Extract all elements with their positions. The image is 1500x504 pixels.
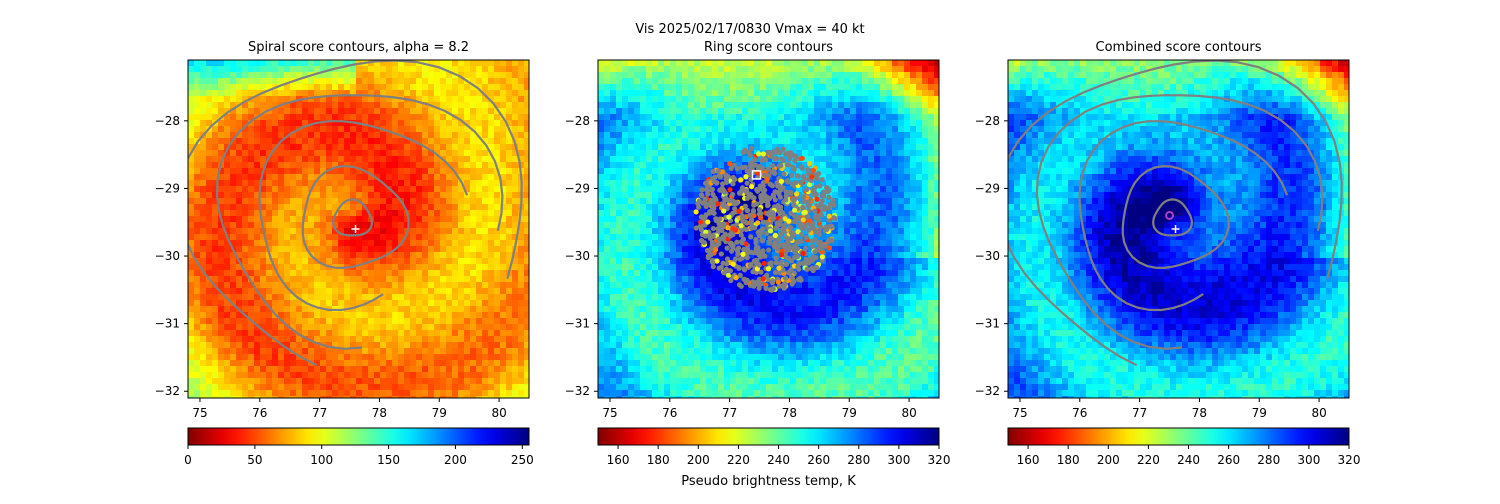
- y-tick-label: −28: [975, 114, 1000, 128]
- panel-1-title: Spiral score contours, alpha = 8.2: [248, 40, 469, 55]
- panel-2-heatmap: [598, 60, 940, 402]
- colorbar-tick-label: 180: [1057, 453, 1080, 467]
- x-tick-label: 78: [372, 406, 387, 420]
- x-tick-label: 78: [1192, 406, 1207, 420]
- colorbar-tick-label: 200: [1097, 453, 1120, 467]
- panel-2-title: Ring score contours: [704, 40, 833, 55]
- colorbar-tick-label: 280: [1257, 453, 1280, 467]
- colorbar-tick-label: 150: [377, 453, 400, 467]
- x-tick-label: 77: [722, 406, 737, 420]
- x-tick-label: 77: [1132, 406, 1147, 420]
- colorbar-label: Pseudo brightness temp, K: [681, 474, 856, 489]
- y-tick-label: −31: [565, 317, 590, 331]
- colorbar-tick-label: 300: [887, 453, 910, 467]
- colorbar-tick-label: 200: [444, 453, 467, 467]
- x-tick-label: 79: [842, 406, 857, 420]
- x-tick-label: 79: [1252, 406, 1267, 420]
- x-tick-label: 75: [602, 406, 617, 420]
- x-tick-label: 76: [1072, 406, 1087, 420]
- colorbar-tick-label: 220: [1137, 453, 1160, 467]
- x-tick-label: 80: [901, 406, 916, 420]
- colorbar-tick-label: 320: [928, 453, 951, 467]
- y-tick-label: −29: [975, 181, 1000, 195]
- x-tick-label: 77: [312, 406, 327, 420]
- colorbar-tick-label: 250: [511, 453, 534, 467]
- colorbar-tick-label: 320: [1338, 453, 1361, 467]
- y-tick-label: −32: [155, 384, 180, 398]
- x-tick-label: 79: [432, 406, 447, 420]
- colorbar-tick-label: 160: [1017, 453, 1040, 467]
- figure-suptitle: Vis 2025/02/17/0830 Vmax = 40 kt: [0, 22, 1500, 37]
- colorbar-tick-label: 100: [310, 453, 333, 467]
- x-tick-label: 78: [782, 406, 797, 420]
- y-tick-label: −31: [155, 317, 180, 331]
- y-tick-label: −32: [975, 384, 1000, 398]
- colorbar-tick-label: 50: [247, 453, 262, 467]
- panel-1-heatmap: [178, 60, 530, 402]
- x-tick-label: 76: [662, 406, 677, 420]
- panel-3-title: Combined score contours: [1096, 40, 1262, 55]
- colorbar-tick-label: 260: [1217, 453, 1240, 467]
- colorbar-tick-label: 240: [1177, 453, 1200, 467]
- colorbar-tick-label: 220: [727, 453, 750, 467]
- colorbar-tick-label: 0: [184, 453, 192, 467]
- x-tick-label: 75: [1012, 406, 1027, 420]
- y-tick-label: −29: [565, 181, 590, 195]
- colorbar-tick-label: 200: [687, 453, 710, 467]
- colorbar-tick-label: 180: [647, 453, 670, 467]
- y-tick-label: −30: [565, 249, 590, 263]
- y-tick-label: −32: [565, 384, 590, 398]
- y-tick-label: −31: [975, 317, 1000, 331]
- y-tick-label: −29: [155, 181, 180, 195]
- y-tick-label: −28: [155, 114, 180, 128]
- x-tick-label: 80: [491, 406, 506, 420]
- colorbar-tick-label: 240: [767, 453, 790, 467]
- colorbar-tick-label: 260: [807, 453, 830, 467]
- panel-3-colorbar: [1008, 428, 1349, 445]
- y-tick-label: −28: [565, 114, 590, 128]
- x-tick-label: 80: [1311, 406, 1326, 420]
- x-tick-label: 75: [192, 406, 207, 420]
- x-tick-label: 76: [252, 406, 267, 420]
- colorbar-tick-label: 280: [847, 453, 870, 467]
- panel-2-colorbar: [598, 428, 939, 445]
- colorbar-tick-label: 300: [1297, 453, 1320, 467]
- panel-3-heatmap: [998, 60, 1350, 402]
- colorbar-tick-label: 160: [607, 453, 630, 467]
- y-tick-label: −30: [155, 249, 180, 263]
- panel-1-colorbar: [188, 428, 529, 445]
- y-tick-label: −30: [975, 249, 1000, 263]
